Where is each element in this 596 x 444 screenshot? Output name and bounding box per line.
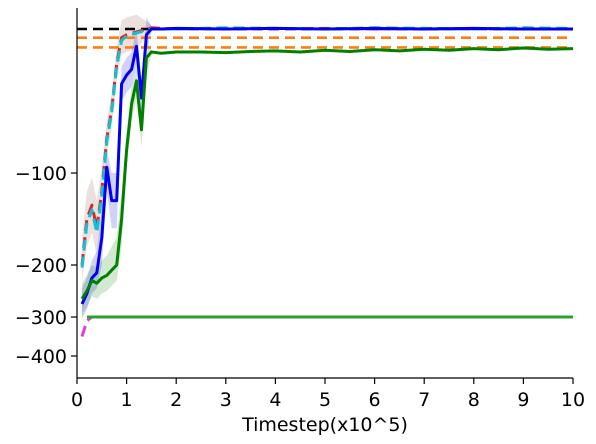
series-line-2: [80, 26, 573, 305]
series-line-1: [80, 26, 574, 268]
x-tick-label: 2: [170, 389, 182, 411]
band-0: [82, 14, 152, 281]
x-tick-label: 0: [71, 389, 83, 411]
x-tick-label: 8: [468, 389, 480, 411]
x-tick-label: 10: [561, 389, 585, 411]
series-line-0: [80, 26, 574, 266]
y-tick-label: −100: [15, 163, 67, 185]
y-tick-label: −200: [15, 255, 67, 277]
x-tick-label: 9: [517, 389, 529, 411]
y-tick-label: −400: [15, 346, 67, 368]
x-tick-label: 7: [418, 389, 430, 411]
series-lines: [80, 26, 574, 337]
x-tick-label: 4: [269, 389, 281, 411]
y-tick-label: −300: [15, 307, 67, 329]
series-line-3: [80, 46, 574, 300]
x-tick-label: 5: [319, 389, 331, 411]
y-ticks: −100 −200 −300 −400: [15, 163, 77, 368]
x-tick-label: 6: [369, 389, 381, 411]
x-axis-title: Timestep(x10^5): [241, 414, 408, 436]
x-tick-label: 3: [220, 389, 232, 411]
confidence-bands: [82, 14, 152, 319]
band-2: [82, 40, 152, 315]
x-ticks: 0 1 2 3 4 5 6 7 8 9 10: [71, 378, 585, 411]
band-1: [82, 17, 152, 319]
x-tick-label: 1: [121, 389, 133, 411]
series-line-4: [80, 315, 573, 337]
